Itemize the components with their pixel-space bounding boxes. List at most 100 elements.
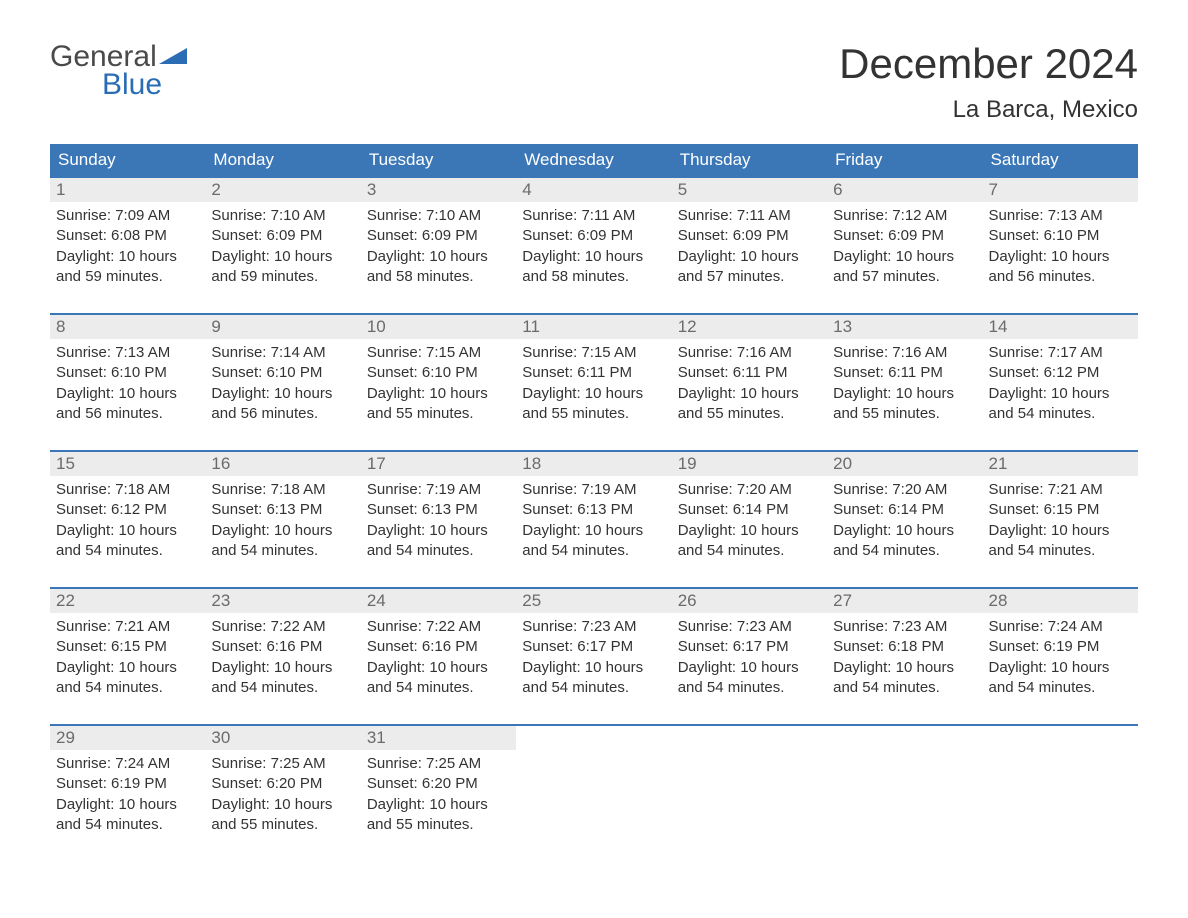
- daylight-line: Daylight: 10 hours and 55 minutes.: [678, 384, 821, 425]
- sunset-line: Sunset: 6:13 PM: [211, 500, 354, 520]
- sunset-line: Sunset: 6:16 PM: [367, 637, 510, 657]
- day-number-cell: 5: [672, 178, 827, 202]
- sunset-line: Sunset: 6:10 PM: [367, 363, 510, 383]
- sunrise-line: Sunrise: 7:22 AM: [211, 617, 354, 637]
- day-data-row: Sunrise: 7:21 AMSunset: 6:15 PM Daylight:…: [50, 613, 1138, 725]
- sunset-line: Sunset: 6:08 PM: [56, 226, 199, 246]
- daylight-line: Daylight: 10 hours and 54 minutes.: [989, 384, 1132, 425]
- sunrise-line: Sunrise: 7:21 AM: [56, 617, 199, 637]
- daylight-line: Daylight: 10 hours and 55 minutes.: [367, 384, 510, 425]
- day-data-cell: Sunrise: 7:09 AMSunset: 6:08 PMDaylight:…: [50, 202, 205, 314]
- sunset-line: Sunset: 6:09 PM: [678, 226, 821, 246]
- sunset-line: Sunset: 6:10 PM: [56, 363, 199, 383]
- day-data-cell: Sunrise: 7:25 AMSunset: 6:20 PMDaylight:…: [205, 750, 360, 861]
- sunset-line: Sunset: 6:12 PM: [989, 363, 1132, 383]
- sunset-line: Sunset: 6:15 PM: [989, 500, 1132, 520]
- day-number-cell: 17: [361, 452, 516, 476]
- sunrise-line: Sunrise: 7:13 AM: [56, 343, 199, 363]
- day-data-row: Sunrise: 7:18 AMSunset: 6:12 PMDaylight:…: [50, 476, 1138, 588]
- sunrise-line: Sunrise: 7:18 AM: [56, 480, 199, 500]
- sunrise-line: Sunrise: 7:11 AM: [522, 206, 665, 226]
- logo-text-bottom: Blue: [102, 68, 187, 102]
- sunrise-line: Sunrise: 7:25 AM: [211, 754, 354, 774]
- day-data-row: Sunrise: 7:09 AMSunset: 6:08 PMDaylight:…: [50, 202, 1138, 314]
- daylight-line: Daylight: 10 hours and 55 minutes.: [833, 384, 976, 425]
- day-data-cell: Sunrise: 7:16 AMSunset: 6:11 PMDaylight:…: [827, 339, 982, 451]
- day-data-cell: Sunrise: 7:19 AMSunset: 6:13 PMDaylight:…: [361, 476, 516, 588]
- day-data-cell: Sunrise: 7:24 AMSunset: 6:19 PMDaylight:…: [983, 613, 1138, 725]
- sunset-line: Sunset: 6:14 PM: [678, 500, 821, 520]
- day-data-cell: Sunrise: 7:19 AMSunset: 6:13 PMDaylight:…: [516, 476, 671, 588]
- day-data-cell: Sunrise: 7:23 AMSunset: 6:18 PMDaylight:…: [827, 613, 982, 725]
- sunset-line: Sunset: 6:15 PM: [56, 637, 199, 657]
- daylight-line: Daylight: 10 hours and 58 minutes.: [522, 247, 665, 288]
- daylight-line: Daylight: 10 hours and 57 minutes.: [833, 247, 976, 288]
- day-number-cell: 7: [983, 178, 1138, 202]
- day-data-cell: Sunrise: 7:14 AMSunset: 6:10 PMDaylight:…: [205, 339, 360, 451]
- page-title: December 2024: [839, 40, 1138, 88]
- day-number-cell: 28: [983, 589, 1138, 613]
- day-data-row: Sunrise: 7:13 AMSunset: 6:10 PMDaylight:…: [50, 339, 1138, 451]
- day-number-row: 22232425262728: [50, 589, 1138, 613]
- day-number-cell: 6: [827, 178, 982, 202]
- sunset-line: Sunset: 6:13 PM: [522, 500, 665, 520]
- day-number-cell: 2: [205, 178, 360, 202]
- logo: General Blue: [50, 40, 187, 102]
- day-data-cell: Sunrise: 7:11 AMSunset: 6:09 PMDaylight:…: [516, 202, 671, 314]
- weekday-header: Tuesday: [361, 144, 516, 177]
- daylight-line: Daylight: 10 hours and 55 minutes.: [211, 795, 354, 836]
- sunset-line: Sunset: 6:09 PM: [367, 226, 510, 246]
- day-number-cell: 25: [516, 589, 671, 613]
- sunrise-line: Sunrise: 7:23 AM: [678, 617, 821, 637]
- sunrise-line: Sunrise: 7:10 AM: [211, 206, 354, 226]
- day-data-cell: Sunrise: 7:22 AMSunset: 6:16 PMDaylight:…: [361, 613, 516, 725]
- day-data-cell: Sunrise: 7:20 AMSunset: 6:14 PMDaylight:…: [827, 476, 982, 588]
- sunset-line: Sunset: 6:16 PM: [211, 637, 354, 657]
- daylight-line: Daylight: 10 hours and 59 minutes.: [211, 247, 354, 288]
- day-number-cell: 18: [516, 452, 671, 476]
- day-number-cell: 22: [50, 589, 205, 613]
- sunrise-line: Sunrise: 7:13 AM: [989, 206, 1132, 226]
- day-data-cell: Sunrise: 7:18 AMSunset: 6:12 PMDaylight:…: [50, 476, 205, 588]
- day-data-cell: [827, 750, 982, 861]
- day-data-cell: [516, 750, 671, 861]
- day-number-cell: 24: [361, 589, 516, 613]
- sunset-line: Sunset: 6:09 PM: [833, 226, 976, 246]
- day-data-cell: Sunrise: 7:25 AMSunset: 6:20 PMDaylight:…: [361, 750, 516, 861]
- location-label: La Barca, Mexico: [839, 96, 1138, 124]
- day-number-cell: 9: [205, 315, 360, 339]
- day-data-cell: Sunrise: 7:13 AMSunset: 6:10 PMDaylight:…: [50, 339, 205, 451]
- sunset-line: Sunset: 6:10 PM: [211, 363, 354, 383]
- title-block: December 2024 La Barca, Mexico: [839, 40, 1138, 124]
- day-data-cell: Sunrise: 7:16 AMSunset: 6:11 PMDaylight:…: [672, 339, 827, 451]
- day-number-cell: 19: [672, 452, 827, 476]
- day-data-cell: Sunrise: 7:21 AMSunset: 6:15 PMDaylight:…: [50, 613, 205, 725]
- sunrise-line: Sunrise: 7:20 AM: [678, 480, 821, 500]
- daylight-line: Daylight: 10 hours and 57 minutes.: [678, 247, 821, 288]
- sunset-line: Sunset: 6:20 PM: [367, 774, 510, 794]
- daylight-line: Daylight: 10 hours and 54 minutes.: [678, 658, 821, 699]
- day-data-cell: Sunrise: 7:21 AMSunset: 6:15 PMDaylight:…: [983, 476, 1138, 588]
- day-data-cell: Sunrise: 7:24 AMSunset: 6:19 PMDaylight:…: [50, 750, 205, 861]
- day-data-cell: Sunrise: 7:10 AMSunset: 6:09 PMDaylight:…: [361, 202, 516, 314]
- sunrise-line: Sunrise: 7:16 AM: [833, 343, 976, 363]
- day-number-cell: 23: [205, 589, 360, 613]
- sunrise-line: Sunrise: 7:14 AM: [211, 343, 354, 363]
- sunrise-line: Sunrise: 7:19 AM: [367, 480, 510, 500]
- daylight-line: Daylight: 10 hours and 54 minutes.: [833, 658, 976, 699]
- sunrise-line: Sunrise: 7:12 AM: [833, 206, 976, 226]
- sunset-line: Sunset: 6:11 PM: [522, 363, 665, 383]
- sunrise-line: Sunrise: 7:25 AM: [367, 754, 510, 774]
- sunset-line: Sunset: 6:10 PM: [989, 226, 1132, 246]
- daylight-line: Daylight: 10 hours and 54 minutes.: [367, 658, 510, 699]
- daylight-line: Daylight: 10 hours and 54 minutes.: [833, 521, 976, 562]
- day-number-cell: [827, 726, 982, 750]
- sunrise-line: Sunrise: 7:23 AM: [522, 617, 665, 637]
- sunset-line: Sunset: 6:18 PM: [833, 637, 976, 657]
- sunset-line: Sunset: 6:13 PM: [367, 500, 510, 520]
- sunrise-line: Sunrise: 7:10 AM: [367, 206, 510, 226]
- daylight-line: Daylight: 10 hours and 54 minutes.: [522, 658, 665, 699]
- day-number-cell: 4: [516, 178, 671, 202]
- day-data-cell: Sunrise: 7:13 AMSunset: 6:10 PMDaylight:…: [983, 202, 1138, 314]
- daylight-line: Daylight: 10 hours and 54 minutes.: [211, 658, 354, 699]
